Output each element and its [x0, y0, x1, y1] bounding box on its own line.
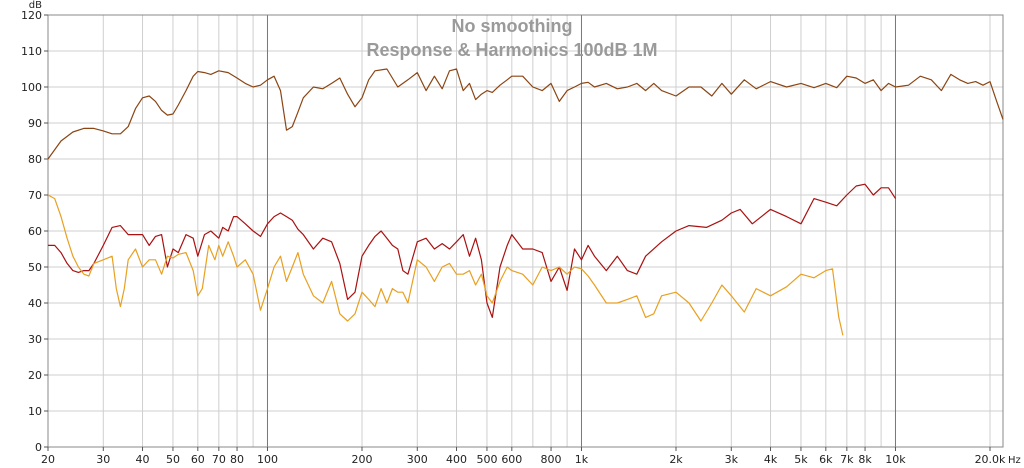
y-tick-label: 40 — [28, 297, 42, 310]
x-tick-label: 20 — [41, 453, 55, 466]
x-tick-label: 6k — [819, 453, 833, 466]
x-tick-label: 5k — [794, 453, 808, 466]
x-tick-label: 7k — [840, 453, 854, 466]
y-tick-label: 50 — [28, 261, 42, 274]
x-tick-label: 4k — [764, 453, 778, 466]
series-line-3 — [47, 194, 844, 336]
x-tick-label: 2k — [669, 453, 683, 466]
x-tick-label: 50 — [166, 453, 180, 466]
chart-subtitle: Response & Harmonics 100dB 1M — [366, 40, 657, 60]
x-tick-label: 8k — [858, 453, 872, 466]
y-tick-label: 30 — [28, 333, 42, 346]
y-tick-label: 20 — [28, 369, 42, 382]
series-layer — [47, 68, 1004, 336]
y-tick-label: 70 — [28, 189, 42, 202]
x-tick-label: 60 — [191, 453, 205, 466]
y-tick-label: 110 — [21, 45, 42, 58]
x-axis-unit: Hz — [1008, 455, 1021, 466]
x-tick-label: 30 — [96, 453, 110, 466]
y-axis-unit: dB — [29, 0, 42, 11]
x-tick-label: 20.0k — [975, 453, 1006, 466]
x-tick-label: 70 — [212, 453, 226, 466]
series-line-2 — [48, 183, 897, 318]
x-tick-label: 500 — [476, 453, 497, 466]
x-tick-label: 10k — [885, 453, 906, 466]
y-tick-label: 120 — [21, 9, 42, 22]
x-tick-label: 200 — [352, 453, 373, 466]
x-tick-label: 800 — [541, 453, 562, 466]
x-tick-label: 80 — [230, 453, 244, 466]
x-axis-ticks: 20 30 40 50 60 70 80 100 200 300 400 500 600 800 1k 2k 3… — [41, 447, 1006, 466]
y-tick-label: 60 — [28, 225, 42, 238]
x-tick-label: 1k — [575, 453, 589, 466]
y-tick-label: 100 — [21, 81, 42, 94]
x-tick-label: 600 — [501, 453, 522, 466]
series-line-1 — [47, 68, 1004, 160]
x-tick-label: 100 — [257, 453, 278, 466]
x-tick-label: 3k — [725, 453, 739, 466]
y-tick-label: 0 — [35, 441, 42, 454]
x-tick-label: 40 — [136, 453, 150, 466]
y-axis-ticks: 0 10 20 30 40 50 60 70 80 90 100 110 120 — [21, 9, 48, 454]
y-tick-label: 80 — [28, 153, 42, 166]
x-tick-label: 400 — [446, 453, 467, 466]
y-tick-label: 10 — [28, 405, 42, 418]
chart-title: No smoothing — [452, 16, 573, 36]
y-tick-label: 90 — [28, 117, 42, 130]
x-tick-label: 300 — [407, 453, 428, 466]
